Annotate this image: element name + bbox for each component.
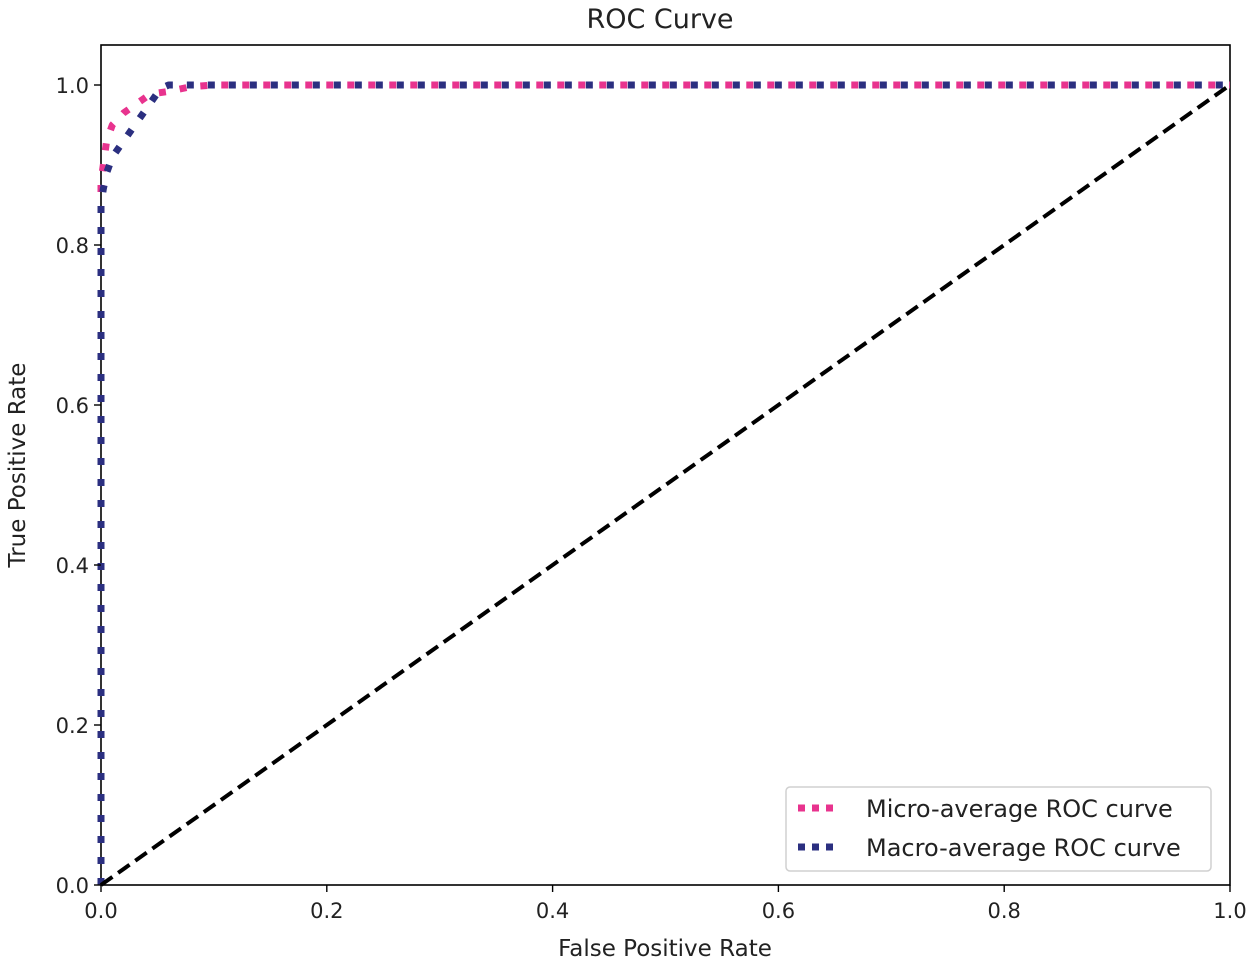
ticks-layer: 0.0 0.2 0.4 0.6 0.8 1.0 0.0 0.2 0.4 0.6 0.8 1.0 xyxy=(56,74,1247,923)
x-tick-label: 0.2 xyxy=(310,899,343,923)
y-tick-label: 0.4 xyxy=(56,554,89,578)
plot-frame xyxy=(100,44,1231,886)
x-tick-label: 1.0 xyxy=(1213,899,1246,923)
chart-title: ROC Curve xyxy=(586,4,733,35)
legend: Micro-average ROC curve Macro-average RO… xyxy=(785,786,1212,872)
x-axis-label: False Positive Rate xyxy=(558,936,772,962)
y-tick-label: 1.0 xyxy=(56,74,89,98)
y-tick-label: 0.6 xyxy=(56,394,89,418)
legend-label-macro: Macro-average ROC curve xyxy=(866,834,1181,862)
micro-average-roc-line xyxy=(97,81,1230,885)
x-tick-label: 0.4 xyxy=(536,899,569,923)
y-tick-label: 0.0 xyxy=(56,874,89,898)
series-layer xyxy=(97,81,1232,887)
y-tick-label: 0.2 xyxy=(56,714,89,738)
y-tick-label: 0.8 xyxy=(56,234,89,258)
x-tick-label: 0.6 xyxy=(762,899,795,923)
legend-box xyxy=(785,786,1212,872)
macro-average-roc-line xyxy=(97,81,1230,885)
x-tick-label: 0.8 xyxy=(987,899,1020,923)
x-tick-label: 0.0 xyxy=(84,899,117,923)
chance-diagonal-line xyxy=(99,83,1232,887)
legend-label-micro: Micro-average ROC curve xyxy=(866,795,1173,823)
y-axis-label: True Positive Rate xyxy=(5,363,31,569)
